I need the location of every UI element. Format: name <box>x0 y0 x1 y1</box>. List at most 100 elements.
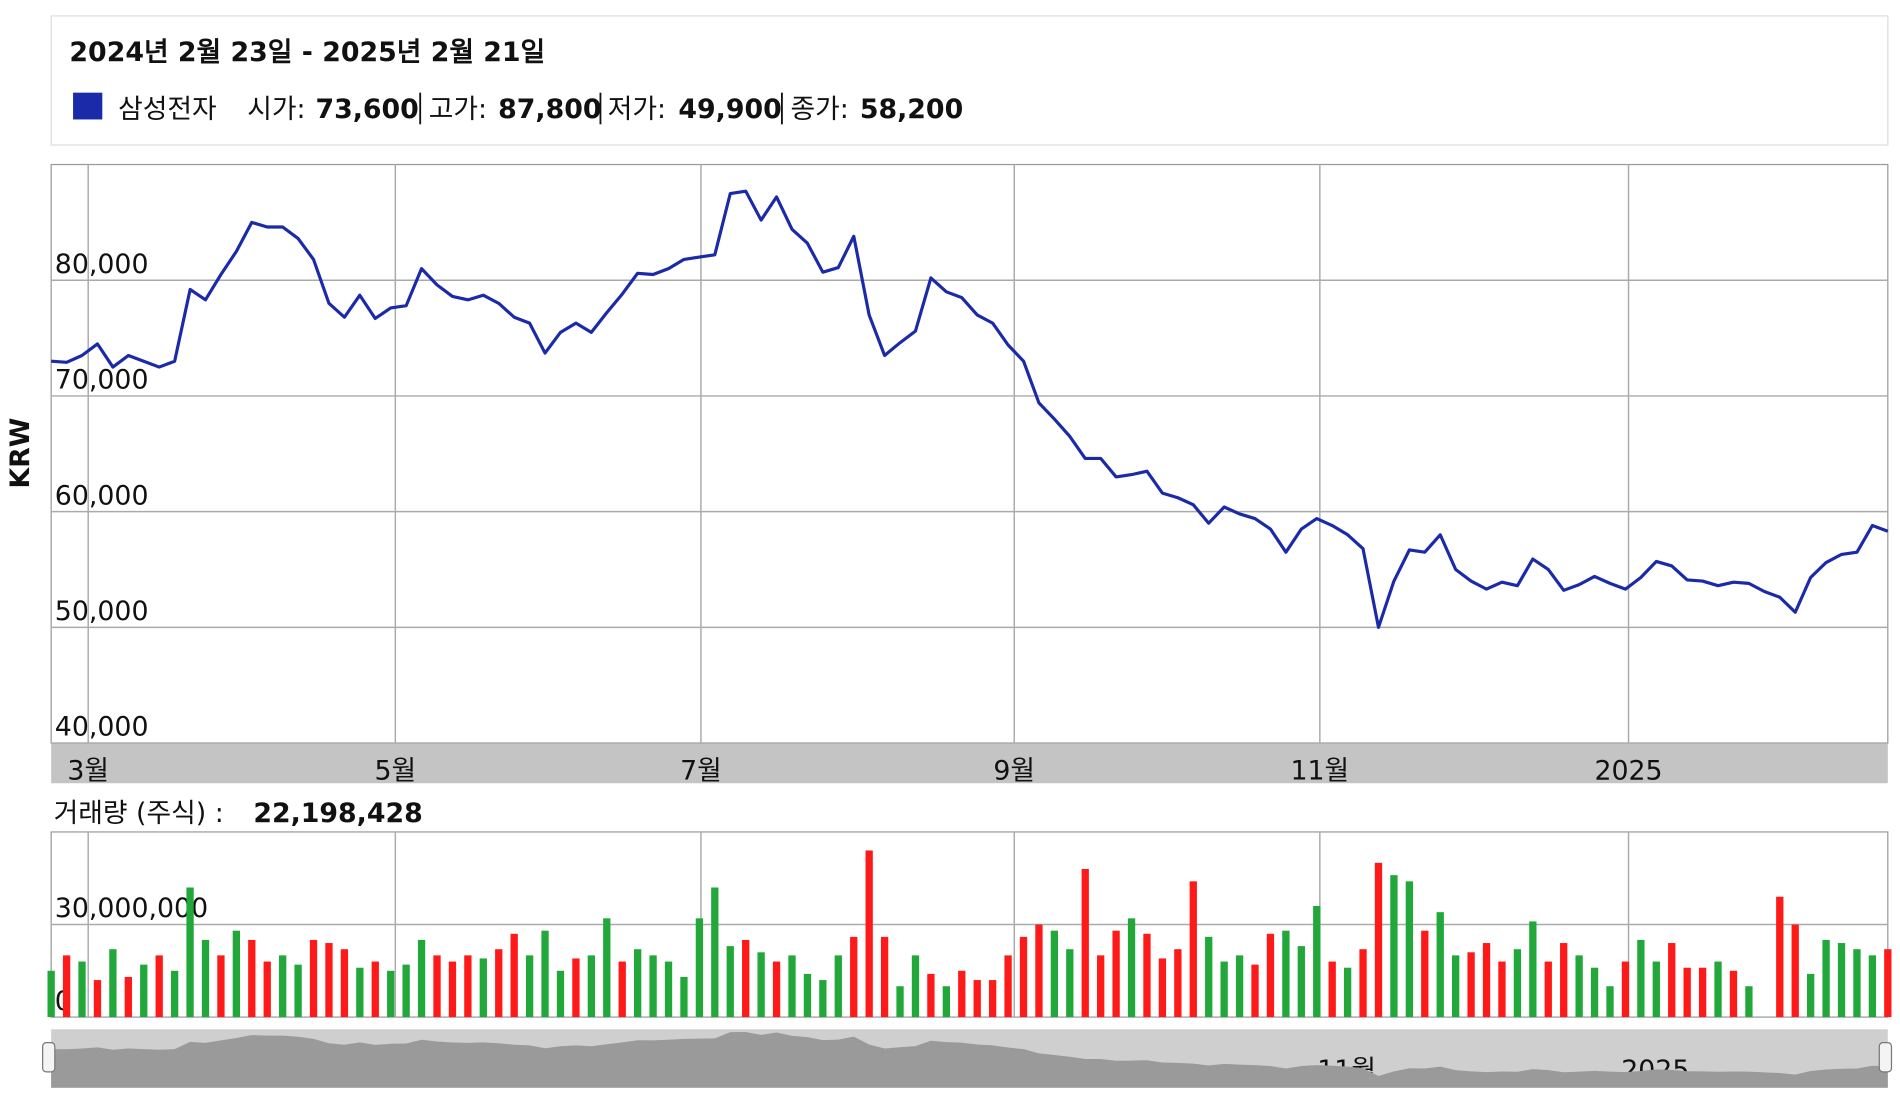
volume-bar <box>201 939 210 1018</box>
navigator-handle[interactable] <box>1878 1042 1893 1073</box>
x-tick-label: 7월 <box>680 756 722 787</box>
volume-bar <box>186 887 194 1018</box>
volume-bar <box>1374 862 1383 1018</box>
volume-bar <box>155 955 163 1018</box>
volume-bar <box>618 961 626 1018</box>
volume-bar <box>170 970 179 1018</box>
volume-bar <box>1235 955 1244 1018</box>
volume-bar <box>1081 868 1089 1018</box>
volume-bar <box>726 946 734 1018</box>
volume-bar <box>1683 967 1691 1018</box>
volume-value: 22,198,428 <box>253 798 422 829</box>
volume-bar <box>911 955 920 1018</box>
volume-bar <box>1884 949 1892 1018</box>
volume-bar <box>803 973 812 1018</box>
volume-bar <box>695 918 704 1018</box>
volume-bar <box>47 970 55 1018</box>
volume-bar <box>62 955 71 1018</box>
volume-bar <box>1590 967 1599 1018</box>
x-tick-label: 2025 <box>1594 756 1662 787</box>
volume-bar <box>1513 949 1522 1018</box>
volume-bar <box>1313 906 1321 1018</box>
volume-bar <box>1529 921 1537 1018</box>
volume-bar <box>309 939 318 1018</box>
item-value: 58,200 <box>860 94 963 125</box>
volume-bar <box>988 980 997 1018</box>
volume-bar <box>294 964 302 1018</box>
volume-bar <box>1575 955 1583 1018</box>
volume-bar <box>109 949 117 1018</box>
volume-bar <box>664 961 673 1018</box>
y-tick-label: 30,000,000 <box>55 893 208 924</box>
volume-bar <box>1174 949 1182 1018</box>
item-label: 종가: <box>790 94 848 125</box>
volume-bar <box>942 986 950 1018</box>
volume-bar <box>1004 955 1012 1018</box>
volume-bar <box>1498 961 1506 1018</box>
volume-bar <box>541 930 549 1018</box>
volume-bar <box>572 958 580 1018</box>
volume-bar <box>880 936 889 1018</box>
volume-bar <box>402 964 410 1018</box>
volume-bar <box>1251 964 1259 1018</box>
x-tick-label: 3월 <box>67 756 109 787</box>
volume-bar <box>217 955 225 1018</box>
price-line <box>51 189 1889 629</box>
volume-bar <box>1868 955 1877 1018</box>
x-tick-label: 11월 <box>1290 756 1349 787</box>
volume-bar <box>1297 946 1305 1018</box>
volume-bar <box>927 973 935 1018</box>
volume-title: 거래량 (주식) : <box>54 798 224 829</box>
volume-bar <box>1776 896 1784 1018</box>
volume-bar <box>325 943 333 1018</box>
y-axis-label: KRW <box>5 418 36 489</box>
navigator-handle[interactable] <box>42 1042 56 1073</box>
volume-bar <box>1452 955 1460 1018</box>
volume-bar <box>417 939 426 1018</box>
volume-bar <box>1066 949 1074 1018</box>
y-tick-label: 40,000 <box>55 712 149 743</box>
volume-bar <box>1390 875 1398 1018</box>
volume-bar <box>464 955 472 1018</box>
volume-bar <box>371 961 379 1018</box>
item-label: 저가: <box>608 94 666 125</box>
volume-bar <box>387 970 395 1018</box>
volume-bar <box>680 976 688 1018</box>
volume-bar <box>263 961 271 1018</box>
volume-bar <box>1467 952 1475 1018</box>
volume-bar <box>772 961 781 1018</box>
volume-bar <box>1343 967 1352 1018</box>
volume-bar <box>248 939 256 1018</box>
y-tick-label: 50,000 <box>55 596 149 627</box>
volume-bar <box>1652 961 1660 1018</box>
item-value: 73,600 <box>315 94 418 125</box>
y-tick-label: 80,000 <box>55 249 149 280</box>
volume-bar <box>1405 881 1414 1018</box>
price-plot <box>50 163 1889 744</box>
volume-bar <box>958 970 966 1018</box>
item-label: 고가: <box>429 94 487 125</box>
volume-bar <box>232 930 241 1018</box>
volume-bar <box>649 955 657 1018</box>
volume-bar <box>1359 949 1367 1018</box>
volume-bar <box>525 955 534 1018</box>
volume-bar <box>587 955 596 1018</box>
volume-bar <box>973 980 981 1018</box>
volume-bar <box>834 955 842 1018</box>
volume-bar <box>1035 924 1043 1018</box>
volume-bar <box>1019 936 1028 1018</box>
volume-bar <box>1560 943 1568 1018</box>
volume-bar <box>633 949 642 1018</box>
volume-bar <box>1266 933 1275 1018</box>
volume-bar <box>757 952 765 1018</box>
volume-bar <box>1436 912 1444 1018</box>
volume-bar <box>479 958 487 1018</box>
volume-bar <box>1097 955 1105 1018</box>
volume-bar <box>1714 961 1722 1018</box>
volume-bar <box>340 949 349 1018</box>
volume-bar <box>603 918 611 1018</box>
volume-bar <box>742 939 750 1018</box>
item-label: 시가: <box>247 94 305 125</box>
volume-bar <box>1143 933 1151 1018</box>
